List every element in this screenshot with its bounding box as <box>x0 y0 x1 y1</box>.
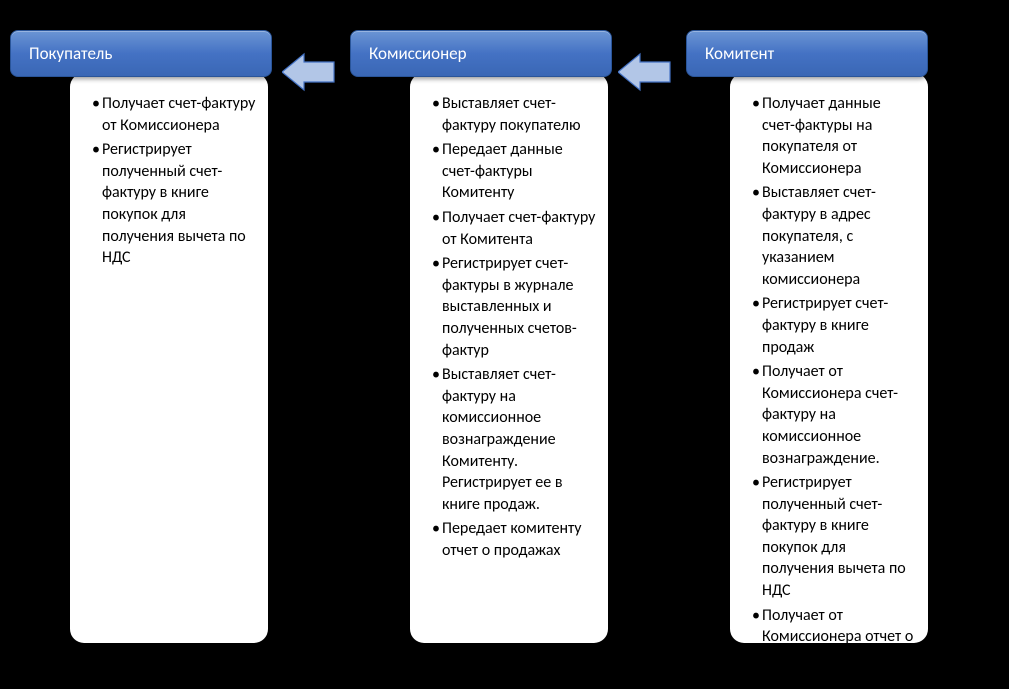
arrow-left-icon <box>282 52 336 92</box>
list-item: Выставляет счет-фактуру на комиссионное … <box>432 364 596 515</box>
list-item: Получает счет-фактуру от Комитента <box>432 207 596 250</box>
content-buyer: Получает счет-фактуру от Комиссионера Ре… <box>70 73 268 643</box>
list-item: Передает данные счет-фактуры Комитенту <box>432 139 596 204</box>
column-commissioner: Комиссионер Выставляет счет-фактуру поку… <box>350 30 612 643</box>
list-item: Получает счет-фактуру от Комиссионера <box>92 93 256 136</box>
list-item: Получает от Комиссионера отчет о продажа… <box>752 605 916 670</box>
header-buyer: Покупатель <box>10 30 272 77</box>
list-item: Регистрирует счет-фактуры в журнале выст… <box>432 253 596 361</box>
header-principal: Комитент <box>686 30 928 77</box>
list-item: Регистрирует полученный счет-фактуру в к… <box>92 139 256 269</box>
column-buyer: Покупатель Получает счет-фактуру от Коми… <box>10 30 272 643</box>
list-item: Выставляет счет-фактуру в адрес покупате… <box>752 182 916 290</box>
list-item: Получает от Комиссионера счет-фактуру на… <box>752 361 916 469</box>
list-item: Выставляет счет-фактуру покупателю <box>432 93 596 136</box>
content-principal: Получает данные счет-фактуры на покупате… <box>730 73 928 643</box>
content-commissioner: Выставляет счет-фактуру покупателю Перед… <box>410 73 608 643</box>
diagram-container: Покупатель Получает счет-фактуру от Коми… <box>0 0 1009 643</box>
column-principal: Комитент Получает данные счет-фактуры на… <box>686 30 948 643</box>
header-commissioner: Комиссионер <box>350 30 612 77</box>
list-item: Регистрирует полученный счет-фактуру в к… <box>752 472 916 602</box>
arrow-left-icon <box>618 52 672 92</box>
list-buyer: Получает счет-фактуру от Комиссионера Ре… <box>92 93 256 269</box>
list-item: Регистрирует счет-фактуру в книге продаж <box>752 293 916 358</box>
list-principal: Получает данные счет-фактуры на покупате… <box>752 93 916 669</box>
list-item: Передает комитенту отчет о продажах <box>432 518 596 561</box>
list-commissioner: Выставляет счет-фактуру покупателю Перед… <box>432 93 596 561</box>
list-item: Получает данные счет-фактуры на покупате… <box>752 93 916 179</box>
